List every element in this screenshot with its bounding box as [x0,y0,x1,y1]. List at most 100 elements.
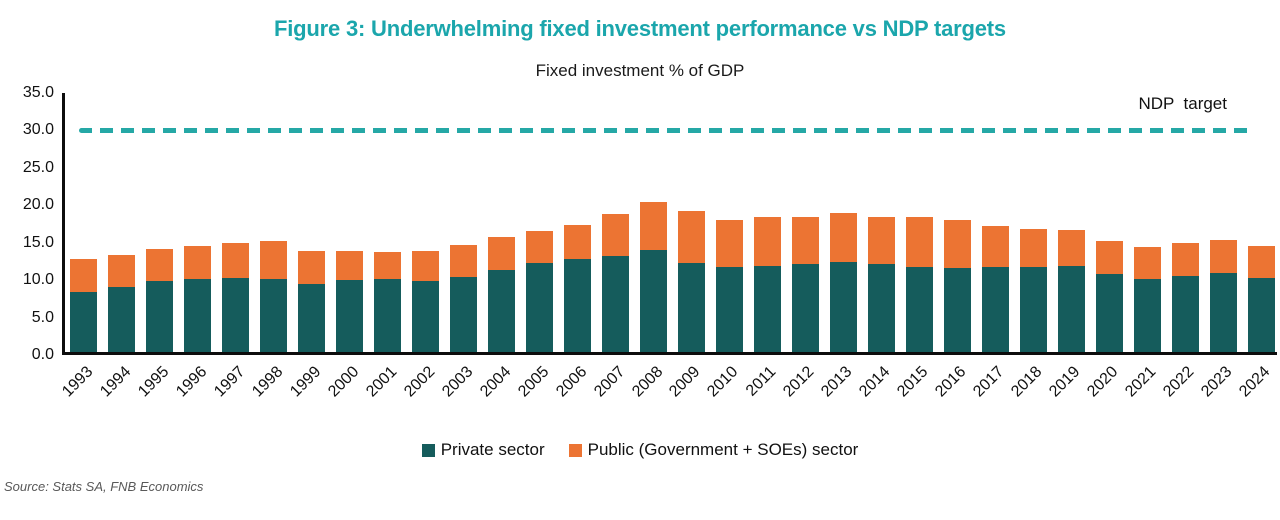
public-sector-segment [222,242,250,278]
stacked-bar [640,202,668,352]
y-tick-label: 5.0 [31,308,54,326]
private-sector-segment [829,262,857,352]
public-sector-segment [753,216,781,266]
stacked-bar [336,250,364,352]
public-sector-segment [640,202,668,251]
stacked-bar [1019,228,1047,352]
public-sector-segment [867,217,895,265]
ndp-target-line [79,127,1254,133]
stacked-bar [1247,245,1275,352]
private-sector-segment [753,265,781,352]
public-sector-segment [1057,230,1085,266]
stacked-bar [108,255,136,352]
public-sector-segment [1019,228,1047,268]
y-tick-label: 30.0 [22,121,54,139]
public-sector-segment [602,214,630,257]
stacked-bar [1095,241,1123,352]
private-sector-segment [374,279,402,352]
stacked-bar [184,246,212,352]
private-sector-segment [184,278,212,352]
public-sector-segment [981,225,1009,267]
private-sector-segment [677,262,705,352]
private-sector-segment [488,269,516,352]
stacked-bar [943,220,971,352]
private-sector-segment [1095,274,1123,352]
legend-item-public: Public (Government + SOEs) sector [568,440,859,460]
private-sector-swatch-icon [421,443,435,457]
legend-label-public: Public (Government + SOEs) sector [587,440,859,459]
public-sector-segment [791,217,819,264]
public-sector-segment [943,220,971,269]
public-sector-segment [450,244,478,278]
y-tick-label: 25.0 [22,158,54,176]
stacked-bar [753,216,781,352]
y-tick-label: 10.0 [22,271,54,289]
stacked-bar [564,224,592,352]
public-sector-segment [715,220,743,268]
stacked-bar [867,217,895,352]
private-sector-segment [564,259,592,352]
stacked-bar [905,217,933,352]
private-sector-segment [715,267,743,352]
stacked-bar [298,250,326,352]
public-sector-segment [1095,241,1123,275]
public-sector-segment [336,250,364,281]
stacked-bar [677,210,705,352]
private-sector-segment [640,250,668,352]
stacked-bar [602,214,630,352]
stacked-bar [1209,240,1237,352]
stacked-bar [791,217,819,352]
private-sector-segment [222,277,250,352]
public-sector-segment [829,212,857,263]
stacked-bar [412,250,440,352]
private-sector-segment [70,292,98,352]
public-sector-segment [1133,247,1161,279]
private-sector-segment [526,262,554,352]
private-sector-segment [791,263,819,352]
private-sector-segment [1171,275,1199,352]
public-sector-segment [146,249,174,281]
public-sector-segment [564,224,592,260]
chart-subtitle: Fixed investment % of GDP [535,61,745,80]
private-sector-segment [905,266,933,352]
stacked-bar [146,249,174,352]
stacked-bar [374,251,402,352]
stacked-bar [450,244,478,352]
stacked-bar [829,212,857,352]
private-sector-segment [1019,267,1047,352]
public-sector-segment [1209,240,1237,273]
y-tick-label: 20.0 [22,196,54,214]
stacked-bar [1133,247,1161,352]
stacked-bar [1171,243,1199,352]
private-sector-segment [412,280,440,352]
public-sector-segment [1171,243,1199,276]
legend: Private sector Public (Government + SOEs… [0,440,1280,460]
public-sector-segment [374,251,402,280]
public-sector-segment [526,231,554,263]
public-sector-segment [184,246,212,279]
private-sector-segment [1057,265,1085,352]
stacked-bar [260,241,288,352]
public-sector-segment [298,250,326,284]
figure-title: Figure 3: Underwhelming fixed investment… [274,16,1006,41]
public-sector-segment [905,217,933,267]
private-sector-segment [1247,277,1275,352]
stacked-bar [1057,230,1085,352]
private-sector-segment [943,268,971,352]
public-sector-segment [677,210,705,263]
private-sector-segment [108,286,136,352]
plot-area: NDP target [62,93,1277,355]
private-sector-segment [602,256,630,352]
public-sector-swatch-icon [568,443,582,457]
ndp-target-label: NDP target [1138,94,1227,113]
stacked-bar [70,259,98,352]
private-sector-segment [1133,278,1161,352]
stacked-bar [526,231,554,352]
private-sector-segment [981,266,1009,352]
private-sector-segment [1209,272,1237,352]
y-tick-label: 15.0 [22,233,54,251]
legend-label-private: Private sector [440,440,545,459]
public-sector-segment [108,255,136,287]
private-sector-segment [336,280,364,352]
